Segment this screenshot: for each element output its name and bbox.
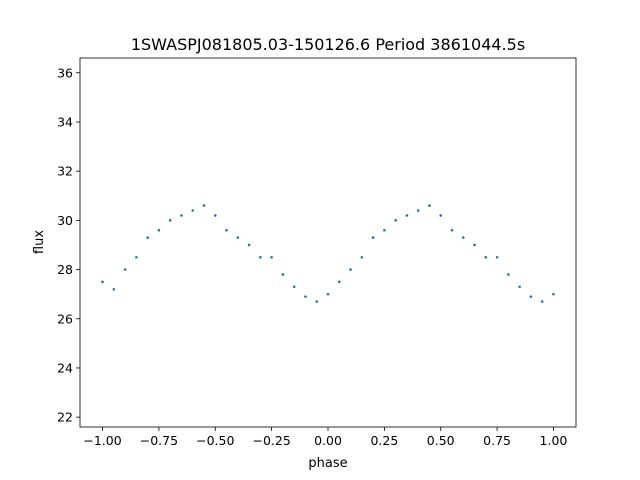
data-point — [292, 285, 296, 289]
x-tick-label: 0.50 — [427, 433, 455, 448]
data-point — [552, 292, 555, 296]
data-point — [405, 214, 409, 217]
data-point — [168, 219, 172, 222]
y-axis-ticks: 22 24 26 28 30 32 34 36 — [57, 65, 80, 425]
y-tick-label: 22 — [57, 410, 73, 425]
data-point — [191, 209, 195, 212]
data-point — [281, 273, 285, 276]
data-point — [349, 268, 352, 271]
data-point — [383, 228, 386, 232]
data-point — [259, 255, 262, 259]
data-point — [495, 255, 499, 259]
data-point — [315, 300, 319, 303]
y-tick-label: 36 — [57, 65, 73, 80]
data-point — [394, 219, 397, 222]
y-tick-label: 32 — [57, 164, 73, 179]
data-point — [540, 300, 544, 303]
data-point — [304, 295, 307, 298]
data-point — [270, 255, 273, 259]
y-axis-label: flux — [32, 230, 47, 254]
data-point — [157, 228, 161, 232]
data-point — [428, 204, 431, 207]
data-point — [236, 236, 240, 239]
data-point — [529, 295, 533, 298]
chart-title: 1SWASPJ081805.03-150126.6 Period 3861044… — [131, 35, 525, 54]
y-tick-label: 26 — [57, 311, 73, 326]
data-point — [112, 287, 116, 291]
y-tick-label: 24 — [57, 360, 73, 375]
y-tick-label: 34 — [57, 114, 73, 129]
data-point — [371, 236, 375, 239]
x-tick-label: −0.75 — [140, 433, 178, 448]
x-tick-label: 0.00 — [314, 433, 342, 448]
x-tick-label: 0.75 — [483, 433, 511, 448]
data-point — [123, 268, 127, 271]
x-tick-label: −0.25 — [252, 433, 290, 448]
data-point — [146, 236, 149, 239]
x-tick-label: 0.25 — [370, 433, 398, 448]
data-point — [518, 285, 521, 289]
data-point — [473, 243, 476, 247]
data-point — [484, 255, 488, 259]
data-point — [247, 243, 251, 247]
x-tick-label: −0.50 — [196, 433, 234, 448]
data-point — [337, 280, 341, 284]
data-point — [225, 228, 228, 232]
y-tick-label: 28 — [57, 262, 73, 277]
x-axis-label: phase — [308, 456, 347, 471]
x-tick-label: 1.00 — [540, 433, 568, 448]
plot-area-frame — [79, 57, 577, 428]
data-point — [450, 228, 454, 232]
data-point — [461, 236, 465, 239]
data-point — [180, 214, 183, 217]
x-tick-label: −1.00 — [83, 433, 121, 448]
y-tick-label: 30 — [57, 213, 73, 228]
data-point — [202, 204, 206, 207]
data-point — [360, 255, 364, 259]
data-point — [416, 209, 420, 212]
data-point — [507, 273, 510, 276]
data-point — [439, 214, 443, 217]
x-axis-ticks: −1.00 −0.75 −0.50 −0.25 0.00 0.25 0.50 0.75 1.00 — [83, 427, 567, 448]
data-point — [326, 292, 330, 296]
data-point — [101, 280, 104, 284]
data-point — [135, 255, 138, 259]
scatter-points — [101, 204, 555, 303]
data-point — [213, 214, 217, 217]
